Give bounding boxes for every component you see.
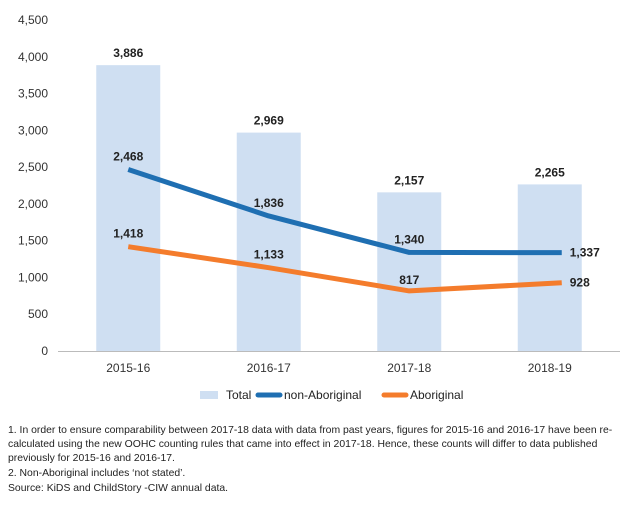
- data-label-non-aboriginal: 2,468: [113, 149, 143, 163]
- y-tick-label: 3,000: [18, 123, 48, 137]
- data-label-aboriginal: 928: [570, 276, 590, 290]
- data-label-aboriginal: 817: [399, 273, 419, 287]
- y-tick-label: 4,000: [18, 50, 48, 64]
- x-tick-label: 2018-19: [528, 361, 572, 375]
- data-label-aboriginal: 1,418: [113, 227, 143, 241]
- legend-swatch-total: [200, 391, 218, 399]
- line-non-aboriginal: [127, 167, 562, 256]
- y-tick-label: 4,500: [18, 13, 48, 27]
- chart: 0 500 1,000 1,500 2,000 2,500 3,000 3,500 4,000 4…: [18, 13, 620, 402]
- bar-total: [236, 132, 301, 351]
- y-tick-label: 3,500: [18, 87, 48, 101]
- data-label-non-aboriginal: 1,337: [570, 246, 600, 260]
- data-label-total: 2,157: [394, 173, 424, 187]
- footnote-1: 1. In order to ensure comparability betw…: [8, 425, 613, 464]
- y-tick-label: 2,500: [18, 160, 48, 174]
- data-label-total: 2,265: [535, 165, 565, 179]
- footnotes: 1. In order to ensure comparability betw…: [8, 424, 614, 497]
- bar-total: [517, 184, 582, 351]
- y-tick-label: 1,000: [18, 270, 48, 284]
- legend-label: non-Aboriginal: [284, 388, 361, 402]
- y-tick-label: 500: [28, 307, 48, 321]
- data-label-non-aboriginal: 1,340: [394, 232, 424, 246]
- data-label-total: 3,886: [113, 46, 143, 60]
- bar-total: [96, 65, 161, 351]
- x-tick-label: 2017-18: [387, 361, 431, 375]
- y-tick-label: 0: [41, 344, 48, 358]
- data-label-aboriginal: 1,133: [254, 248, 284, 262]
- line-aboriginal: [127, 244, 562, 294]
- data-label-total: 2,969: [254, 114, 284, 128]
- source-note: Source: KiDS and ChildStory -CIW annual …: [8, 483, 229, 494]
- legend-label: Total: [226, 388, 251, 402]
- x-tick-label: 2016-17: [247, 361, 291, 375]
- bar-total: [377, 192, 442, 351]
- y-tick-label: 1,500: [18, 234, 48, 248]
- x-tick-label: 2015-16: [106, 361, 150, 375]
- footnote-2: 2. Non-Aboriginal includes ‘not stated’.: [8, 468, 186, 479]
- y-tick-label: 2,000: [18, 197, 48, 211]
- legend-label: Aboriginal: [410, 388, 463, 402]
- data-label-non-aboriginal: 1,836: [254, 196, 284, 210]
